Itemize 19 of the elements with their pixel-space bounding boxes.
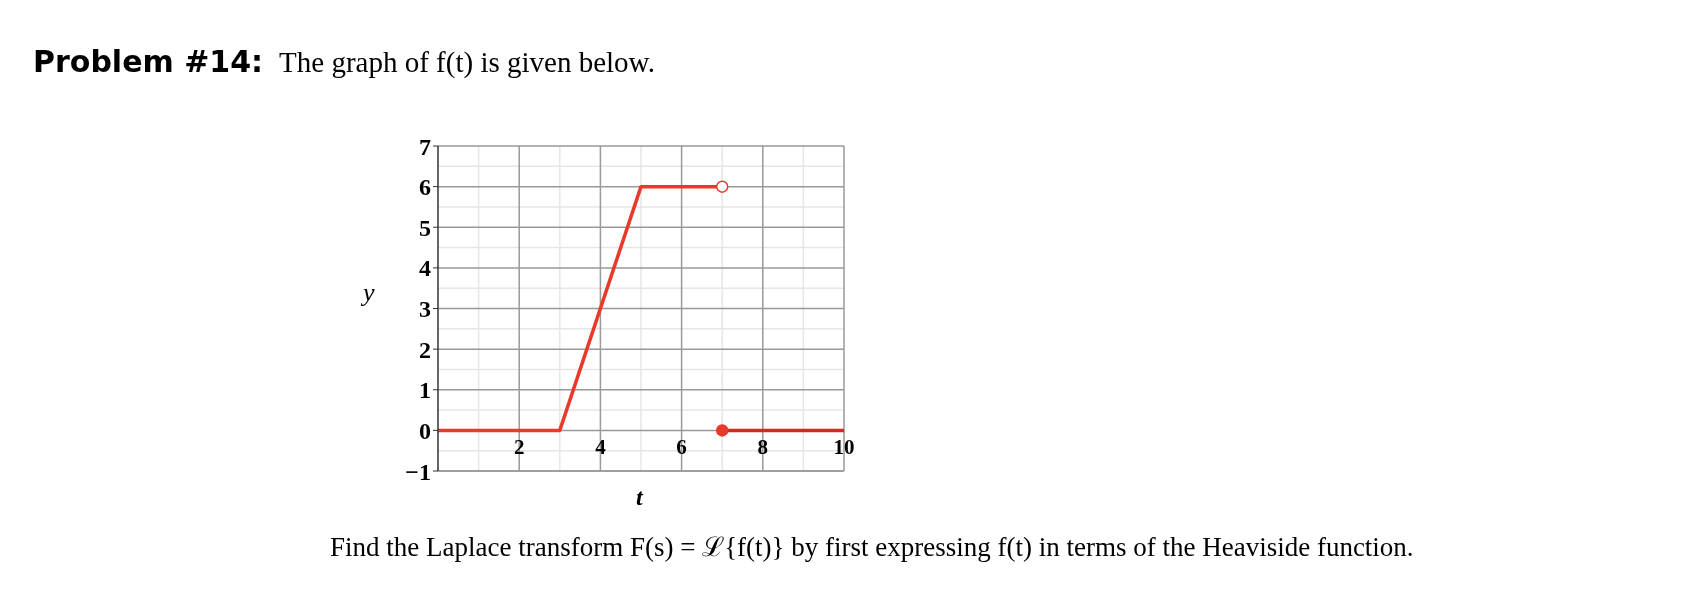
x-tick-label: 2 (513, 435, 525, 460)
text: Problem #14: (33, 44, 264, 79)
x-tick-label: 8 (757, 435, 769, 460)
x-tick-label: 4 (595, 435, 607, 460)
y-axis-title: y (363, 278, 375, 308)
y-tick-label: 6 (419, 174, 431, 201)
y-tick-label: 4 (419, 255, 431, 282)
chart-subtitle: The graph of f(t) is given below. (279, 46, 655, 79)
y-tick-label: 5 (419, 214, 431, 241)
x-tick-label: 6 (676, 435, 687, 460)
y-tick-label: 0 (419, 417, 431, 444)
y-tick-label: 7 (419, 133, 431, 160)
x-tick-label: 10 (833, 435, 855, 460)
y-tick-label: 2 (419, 336, 431, 363)
text: Find the Laplace transform F(s) = ℒ{f(t)} by first expressing f(t) in terms of the Heaviside function. (330, 531, 1414, 564)
y-tick-label: 3 (419, 296, 431, 323)
y-tick-label: −1 (405, 458, 431, 485)
x-axis-title: t (636, 484, 643, 511)
y-tick-label: 1 (419, 377, 431, 404)
